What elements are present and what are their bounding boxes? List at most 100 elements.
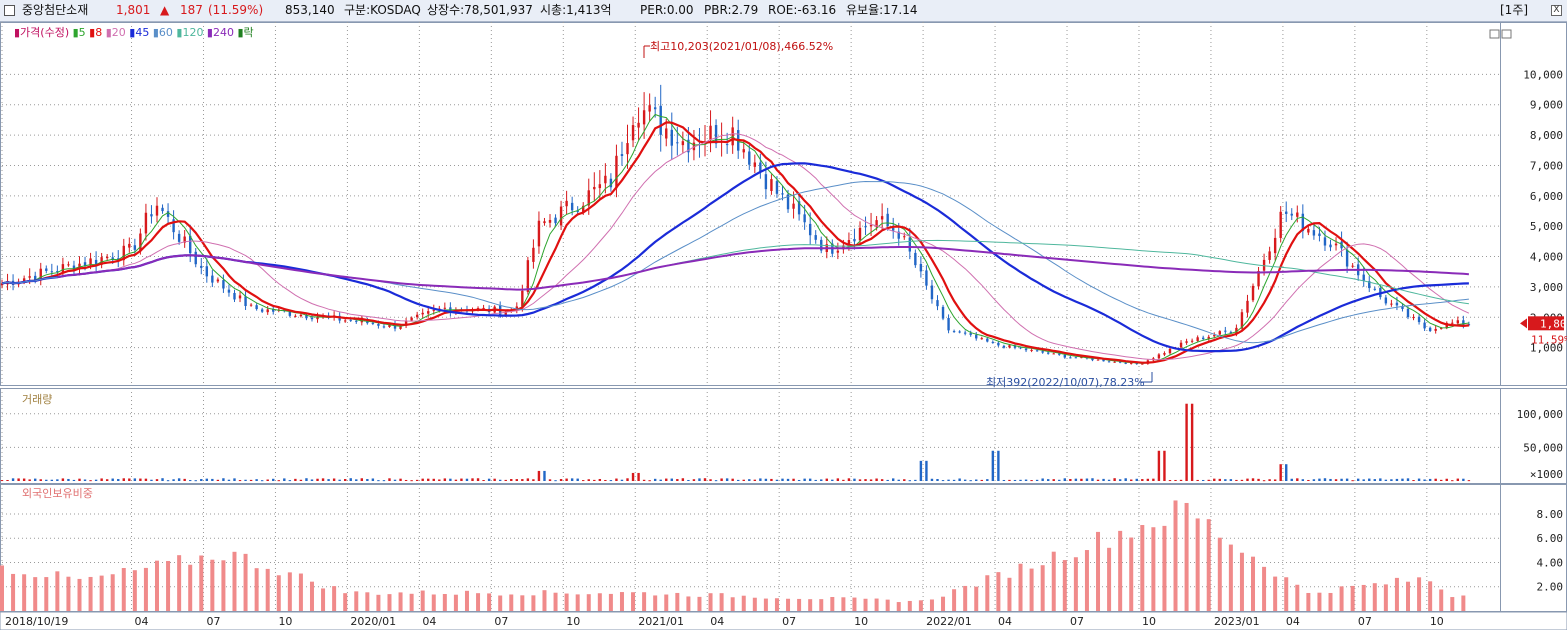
volume-bar <box>770 478 773 481</box>
volume-bar <box>631 472 635 481</box>
foreign-holding-bar <box>1162 525 1167 611</box>
volume-bar <box>56 479 59 481</box>
candle-body <box>161 207 164 212</box>
volume-bar <box>626 478 629 481</box>
volume-bar <box>1428 478 1432 481</box>
x-tick-label: 04 <box>422 615 436 628</box>
foreign-holding-bar <box>121 568 126 611</box>
foreign-holding-bar <box>520 595 525 611</box>
candle-body <box>189 235 192 254</box>
x-tick-label: 04 <box>998 615 1012 628</box>
candle-body <box>1273 237 1277 254</box>
candle-body <box>626 143 629 155</box>
candle-body <box>377 324 380 326</box>
volume-bar <box>449 478 452 481</box>
foreign-holding-bar <box>365 592 370 611</box>
candle-body <box>786 194 790 210</box>
x-tick-label: 2020/01 <box>350 615 396 628</box>
candle-body <box>227 289 231 293</box>
foreign-holding-bar <box>1428 581 1433 611</box>
chart-overlay: ▮가격(수정) ▮5 ▮8 ▮20 ▮45 ▮60 ▮120 ▮240 ▮락 최… <box>14 26 1567 500</box>
volume-bar <box>1373 479 1376 481</box>
foreign-holding-bar <box>863 598 868 611</box>
foreign-holding-bar <box>553 592 558 611</box>
volume-bar <box>393 479 397 481</box>
volume-bar <box>0 480 4 482</box>
candle-body <box>1251 285 1255 301</box>
candle-body <box>1456 320 1460 324</box>
volume-bar <box>952 479 956 481</box>
candle-body <box>50 271 54 273</box>
volume-bar <box>1085 478 1089 481</box>
candle-body <box>1301 213 1305 231</box>
price-change-pct: (11.59%) <box>208 3 264 17</box>
candle-body <box>963 332 967 334</box>
volume-bar <box>1412 480 1415 482</box>
candle-body <box>648 105 651 112</box>
candle-body <box>404 320 408 326</box>
volume-bar <box>930 478 934 481</box>
candle-body <box>1368 281 1371 289</box>
price-change: 187 <box>180 3 203 17</box>
candle-body <box>1102 359 1105 362</box>
foreign-holding-bar <box>22 574 27 611</box>
candle-body <box>903 236 906 238</box>
candle-body <box>94 259 98 265</box>
volume-bar <box>39 479 42 481</box>
candle-body <box>249 304 253 306</box>
legend-ma-5: ▮5 <box>69 26 86 39</box>
panel-frame <box>0 484 1567 612</box>
candle-body <box>260 309 264 312</box>
candle-body <box>1307 228 1310 233</box>
volume-bar <box>61 478 65 481</box>
foreign-legend: 외국인보유비중 <box>22 487 93 500</box>
volume-bar <box>1401 478 1404 481</box>
foreign-holding-bar <box>420 590 425 611</box>
foreign-holding-bar <box>1417 577 1422 611</box>
volume-bar <box>1107 479 1111 481</box>
candle-body <box>941 306 945 319</box>
x-tick-label: 04 <box>1286 615 1300 628</box>
foreign-holding-bar <box>232 551 237 611</box>
volume-bar <box>172 479 175 481</box>
volume-bar <box>233 478 236 481</box>
legend-price: ▮가격(수정) ▮5 ▮8 ▮20 ▮45 ▮60 ▮120 ▮240 ▮락 <box>14 26 254 39</box>
candle-body <box>183 236 186 243</box>
price-box-pct: 11.59% <box>1531 333 1567 346</box>
volume-bar <box>814 479 817 481</box>
foreign-holding-bar <box>1406 581 1411 611</box>
price-tick-label: 4,000 <box>1530 251 1563 264</box>
volume-bar <box>681 478 685 481</box>
volume-bar <box>1456 478 1460 481</box>
foreign-holding-bar <box>210 559 215 611</box>
candle-body <box>515 306 518 310</box>
close-icon[interactable]: X <box>1551 5 1562 16</box>
period-selector[interactable]: [1주] <box>1500 3 1529 17</box>
foreign-holding-bar <box>498 595 503 611</box>
volume-bar <box>1312 479 1316 481</box>
volume-bar <box>371 478 375 481</box>
volume-bar <box>698 478 701 481</box>
foreign-holding-bar <box>564 593 569 611</box>
volume-bar <box>45 479 48 481</box>
candle-body <box>1130 362 1133 364</box>
volume-bar <box>438 479 441 481</box>
volume-bar <box>1080 478 1083 481</box>
candle-body <box>975 334 978 339</box>
volume-bar <box>471 478 474 481</box>
foreign-holding-bar <box>1018 563 1023 611</box>
candle-body <box>1213 335 1216 337</box>
candle-body <box>1074 357 1078 359</box>
candle-body <box>67 264 70 266</box>
panel-frame <box>0 22 1567 386</box>
stock-name[interactable]: 중앙첨단소재 <box>22 3 89 17</box>
volume-bar <box>853 478 856 481</box>
candle-body <box>1019 347 1022 349</box>
per-value: PER:0.00 <box>640 3 694 17</box>
volume-bar <box>764 478 768 481</box>
volume-bar <box>460 478 463 481</box>
candle-body <box>1428 327 1432 332</box>
candle-body <box>443 307 447 309</box>
stock-checkbox[interactable] <box>4 5 15 16</box>
foreign-holding-bar <box>664 594 669 611</box>
